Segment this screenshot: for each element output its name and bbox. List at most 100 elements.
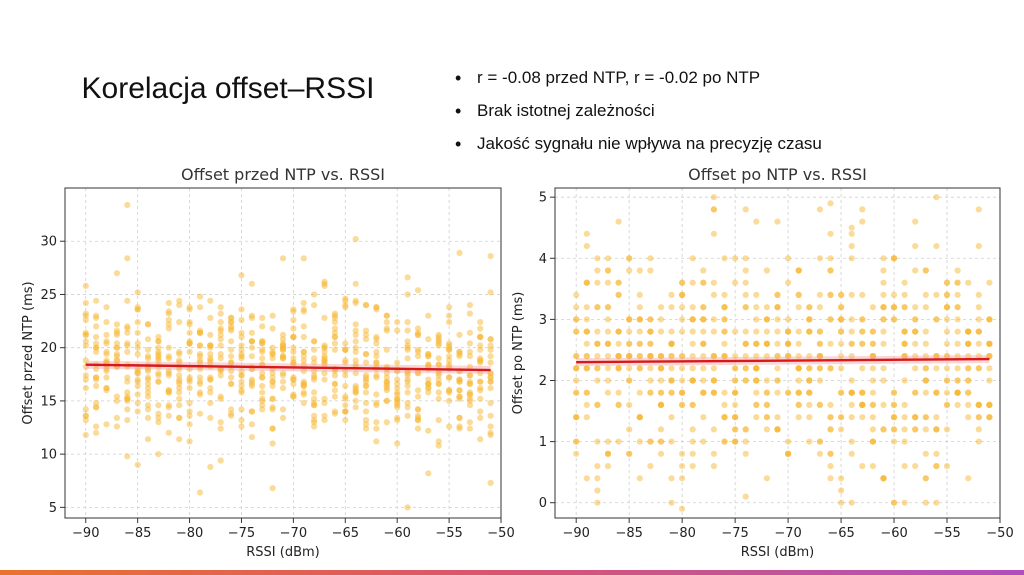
scatter-point [113,321,120,328]
scatter-point [394,380,401,387]
scatter-point [710,463,717,470]
scatter-point [943,389,951,396]
scatter-point [352,236,359,243]
scatter-point [859,291,866,298]
scatter-point [901,414,908,421]
scatter-point [869,463,876,470]
scatter-point [753,328,760,335]
scatter-point [922,475,929,482]
scatter-point [742,426,749,433]
scatter-point [785,279,792,286]
scatter-point [838,414,845,421]
scatter-point [342,368,349,375]
scatter-point [300,399,307,407]
scatter-point [269,351,276,358]
scatter-point [155,370,162,377]
scatter-point [763,414,770,421]
scatter-point [144,336,152,343]
scatter-point [975,291,982,298]
scatter-point [238,389,245,396]
scatter-point [373,419,380,426]
scatter-point [647,438,654,445]
scatter-point [753,291,760,298]
scatter-point [176,436,183,443]
scatter-point [838,328,845,335]
scatter-point [922,414,929,421]
scatter-point [880,340,887,347]
scatter-point [176,380,183,387]
scatter-point [155,333,162,341]
scatter-point [342,372,349,379]
scatter-point [721,316,728,323]
scatter-point [922,426,929,433]
scatter-point [774,377,781,384]
scatter-point [901,340,908,347]
scatter-point [176,319,183,326]
scatter-point [848,438,855,445]
scatter-point [721,328,728,335]
scatter-point [414,406,422,413]
scatter-point [487,429,494,436]
scatter-point [975,401,982,408]
scatter-point [321,314,328,321]
scatter-point [394,376,401,383]
scatter-point [710,328,717,335]
scatter-point [477,414,484,421]
scatter-point [922,499,929,506]
scatter-point [155,338,162,345]
scatter-point [901,291,908,298]
scatter-point [753,304,760,311]
scatter-point [362,331,370,338]
scatter-point [594,267,601,274]
scatter-point [228,346,235,353]
scatter-point [795,389,802,396]
y-tick-label: 4 [539,252,547,267]
scatter-point [785,450,792,457]
scatter-point [477,370,484,377]
scatter-point [583,389,590,396]
scatter-point [912,414,919,421]
scatter-point [217,336,224,343]
scatter-point [668,475,675,482]
scatter-point [954,340,961,347]
scatter-point [124,406,131,413]
scatter-point [700,438,707,445]
scatter-point [269,395,276,402]
scatter-point [954,304,961,311]
scatter-point [259,323,266,330]
scatter-point [435,417,442,424]
x-tick-label: −65 [827,526,854,541]
scatter-point [248,434,255,441]
scatter-point [626,353,633,360]
scatter-point [795,414,802,421]
scatter-point [394,414,401,421]
scatter-point [196,304,204,311]
scatter-point [259,382,266,390]
scatter-point [113,270,120,277]
scatter-point [311,423,318,430]
scatter-point [785,255,792,262]
scatter-point [217,327,224,334]
scatter-point [732,401,739,408]
scatter-point [290,374,297,381]
scatter-point [763,401,770,408]
scatter-point [774,304,781,311]
scatter-point [165,387,172,394]
scatter-point [82,299,89,307]
scatter-point [986,365,993,372]
scatter-point [259,340,266,347]
x-tick-label: −80 [176,526,203,541]
scatter-point [466,340,473,347]
scatter-point [732,353,739,360]
scatter-point [912,267,919,274]
scatter-point [414,387,422,394]
scatter-point [604,365,612,372]
x-tick-label: −85 [615,526,642,541]
scatter-point [93,399,100,407]
scatter-point [248,378,255,385]
scatter-point [259,314,266,321]
scatter-point [668,438,675,445]
scatter-point [689,304,696,311]
scatter-point [827,414,834,421]
scatter-point [975,243,982,250]
